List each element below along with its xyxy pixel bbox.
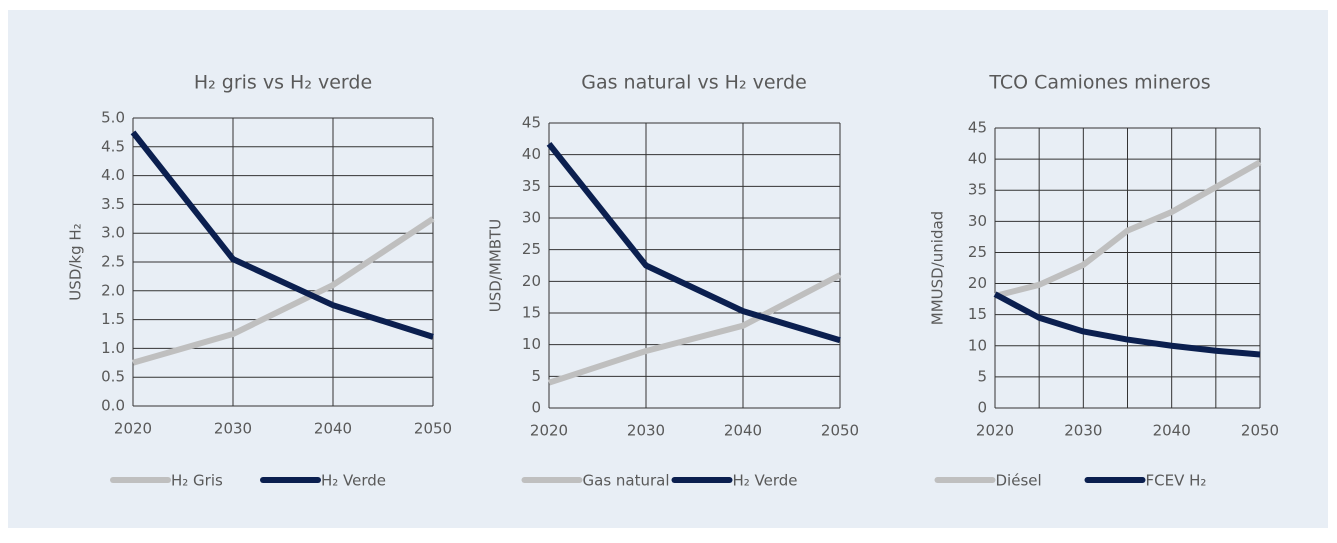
legend-label: Gas natural [583, 472, 670, 490]
x-tick-label: 2030 [214, 420, 252, 438]
y-tick-label: 1.0 [101, 339, 125, 357]
y-tick-label: 25 [968, 243, 987, 261]
y-tick-label: 5 [531, 367, 541, 385]
series-line [548, 272, 842, 386]
series-line [993, 291, 1261, 358]
series-line [132, 216, 435, 366]
y-tick-label: 40 [522, 145, 541, 163]
y-tick-label: 45 [522, 114, 541, 132]
y-tick-label: 35 [968, 181, 987, 199]
y-tick-label: 15 [522, 304, 541, 322]
y-tick-label: 0.0 [101, 397, 125, 415]
x-tick-label: 2020 [976, 422, 1014, 440]
y-tick-label: 4.5 [101, 137, 125, 155]
x-tick-label: 2020 [114, 420, 152, 438]
chart-title: TCO Camiones mineros [988, 72, 1210, 94]
y-tick-label: 4.0 [101, 166, 125, 184]
y-axis-label: USD/kg H₂ [67, 223, 85, 300]
chart-title: Gas natural vs H₂ verde [581, 72, 807, 94]
x-tick-label: 2050 [1241, 422, 1279, 440]
legend-label: FCEV H₂ [1146, 472, 1207, 490]
y-tick-label: 2.5 [101, 253, 125, 271]
x-tick-label: 2050 [821, 422, 859, 440]
y-tick-label: 15 [968, 305, 987, 323]
y-tick-label: 25 [522, 240, 541, 258]
y-tick-label: 20 [968, 274, 987, 292]
x-tick-label: 2040 [1153, 422, 1191, 440]
y-tick-label: 30 [968, 212, 987, 230]
y-tick-label: 0 [531, 399, 541, 417]
y-tick-label: 3.0 [101, 224, 125, 242]
y-tick-label: 5.0 [101, 109, 125, 127]
series-line [994, 159, 1262, 299]
chart-title: H₂ gris vs H₂ verde [194, 72, 372, 94]
y-tick-label: 2.0 [101, 281, 125, 299]
y-tick-label: 0 [977, 399, 987, 417]
y-tick-label: 0.5 [101, 368, 125, 386]
legend-label: H₂ Verde [321, 472, 386, 490]
x-tick-label: 2020 [530, 422, 568, 440]
y-tick-label: 45 [968, 119, 987, 137]
x-tick-label: 2030 [627, 422, 665, 440]
y-tick-label: 30 [522, 209, 541, 227]
x-tick-label: 2050 [414, 420, 452, 438]
x-tick-label: 2030 [1064, 422, 1102, 440]
y-axis-label: USD/MMBTU [487, 219, 505, 312]
legend-label: H₂ Gris [171, 472, 223, 490]
y-tick-label: 5 [977, 367, 987, 385]
x-tick-label: 2040 [314, 420, 352, 438]
legend-label: H₂ Verde [733, 472, 798, 490]
y-tick-label: 10 [968, 336, 987, 354]
y-tick-label: 10 [522, 335, 541, 353]
x-tick-label: 2040 [724, 422, 762, 440]
y-tick-label: 1.5 [101, 310, 125, 328]
y-tick-label: 3.5 [101, 195, 125, 213]
legend-label: Diésel [996, 472, 1042, 490]
y-tick-label: 40 [968, 150, 987, 168]
series-line [130, 130, 434, 340]
series-line [546, 142, 841, 344]
y-tick-label: 20 [522, 272, 541, 290]
y-axis-label: MMUSD/unidad [929, 211, 947, 325]
panel [8, 10, 1328, 528]
y-tick-label: 35 [522, 177, 541, 195]
